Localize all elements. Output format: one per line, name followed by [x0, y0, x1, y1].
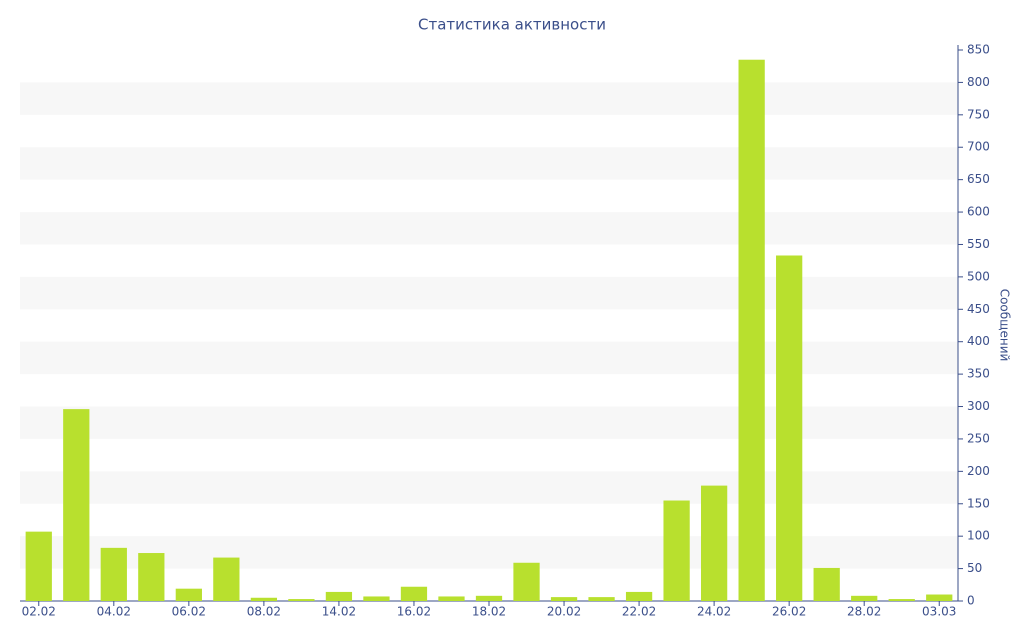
x-tick-label: 24.02 [697, 605, 731, 619]
bar [700, 485, 728, 601]
bar [63, 409, 90, 601]
bar [851, 595, 878, 601]
bar [513, 562, 540, 601]
bar [738, 59, 765, 602]
y-tick-label: 100 [967, 529, 990, 543]
bar [25, 531, 52, 601]
bar [813, 567, 840, 601]
y-tick-label: 450 [967, 302, 990, 316]
bar [475, 595, 503, 601]
bar [888, 599, 915, 601]
x-tick-label: 08.02 [247, 605, 281, 619]
y-tick-label: 300 [967, 399, 990, 413]
x-tick-label: 26.02 [772, 605, 806, 619]
y-tick-label: 400 [967, 334, 990, 348]
bar [550, 597, 578, 601]
grid-band [20, 471, 958, 504]
bar [363, 596, 390, 601]
y-tick-label: 350 [967, 367, 990, 381]
bar [288, 599, 315, 601]
y-tick-label: 700 [967, 140, 990, 154]
grid-band [20, 82, 958, 115]
bar [138, 553, 165, 601]
x-tick-label: 20.02 [547, 605, 581, 619]
grid-band [20, 341, 958, 375]
y-axis-label: Сообщений [998, 289, 1012, 362]
y-tick-label: 150 [967, 496, 990, 510]
x-tick-label: 02.02 [22, 605, 56, 619]
y-tick-label: 800 [967, 75, 990, 89]
bar [776, 255, 803, 601]
bar [400, 586, 428, 601]
x-tick-label: 14.02 [322, 605, 356, 619]
grid-band [20, 406, 958, 439]
y-tick-label: 0 [967, 594, 975, 608]
y-tick-label: 550 [967, 237, 990, 251]
y-tick-label: 50 [967, 561, 982, 575]
y-tick-label: 750 [967, 107, 990, 121]
bar [250, 597, 278, 601]
y-tick-label: 650 [967, 172, 990, 186]
bar [663, 500, 690, 601]
y-tick-label: 850 [967, 43, 990, 57]
x-tick-label: 18.02 [472, 605, 506, 619]
bar [926, 594, 953, 601]
bar [100, 547, 127, 601]
bar [213, 557, 240, 601]
grid-band [20, 212, 958, 245]
grid-band [20, 147, 958, 180]
x-tick-label: 03.03 [922, 605, 956, 619]
y-tick-label: 500 [967, 269, 990, 283]
bar [325, 591, 353, 601]
x-tick-label: 04.02 [97, 605, 131, 619]
bar [438, 596, 465, 601]
x-tick-label: 06.02 [172, 605, 206, 619]
y-tick-label: 200 [967, 464, 990, 478]
y-tick-label: 250 [967, 431, 990, 445]
bar [588, 597, 615, 601]
chart-title: Статистика активности [418, 16, 606, 34]
bar [175, 588, 202, 601]
y-tick-label: 600 [967, 205, 990, 219]
x-tick-label: 22.02 [622, 605, 656, 619]
bar [625, 591, 653, 601]
x-tick-label: 16.02 [397, 605, 431, 619]
x-tick-label: 28.02 [847, 605, 881, 619]
grid-band [20, 276, 958, 310]
